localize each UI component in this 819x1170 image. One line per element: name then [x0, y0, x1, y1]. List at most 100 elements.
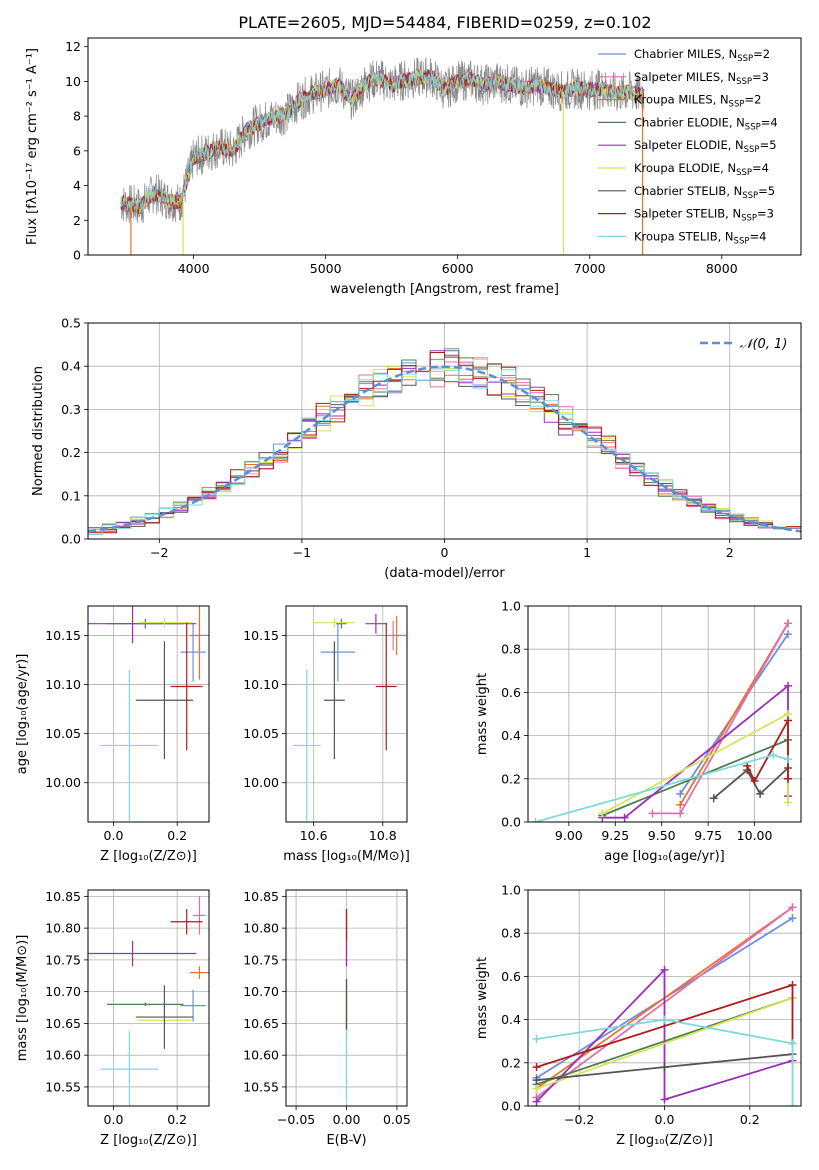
weight-marker [660, 1015, 669, 1024]
x-tick-label: 10.8 [369, 828, 397, 843]
y-tick-label: 10.60 [45, 1048, 81, 1063]
y-axis-label: age [log₁₀(age/yr)] [15, 654, 30, 775]
y-tick-label: 0.4 [61, 359, 81, 374]
weight-marker [788, 1102, 797, 1106]
errorbar-point [137, 617, 192, 628]
weight-marker [676, 789, 685, 798]
axes-frame [87, 37, 802, 256]
weight-marker [784, 619, 792, 628]
weight-line [536, 997, 793, 1090]
weight-marker [660, 1063, 669, 1072]
weight-marker [532, 1063, 541, 1072]
y-tick-label: 10.85 [45, 889, 81, 904]
x-tick-label: 5000 [310, 261, 342, 276]
legend-label: Kroupa ELODIE, NSSP=4 [634, 161, 769, 178]
y-axis-label: mass weight [475, 673, 490, 755]
y-tick-label: 10.65 [45, 1016, 81, 1031]
weight-marker [532, 1097, 541, 1106]
plot-area [88, 896, 209, 1106]
weight-marker [648, 809, 657, 818]
y-tick-label: 6 [73, 143, 81, 158]
y-tick-label: 10.75 [45, 952, 81, 967]
legend-label: Chabrier STELIB, NSSP=5 [634, 184, 775, 201]
legend: 𝒩(0, 1) [700, 337, 787, 352]
weight-marker [788, 981, 797, 990]
x-axis-label: mass [log₁₀(M/M⊙)] [283, 849, 410, 864]
y-tick-label: 8 [73, 109, 81, 124]
x-tick-label: 0.0 [104, 828, 124, 843]
x-tick-label: −0.2 [564, 1112, 594, 1127]
errorbar-point [88, 606, 197, 644]
x-tick-label: 0.2 [167, 828, 187, 843]
y-tick-label: 10.55 [243, 1079, 279, 1094]
x-tick-label: 8000 [706, 261, 738, 276]
legend-label: Salpeter MILES, NSSP=3 [634, 70, 769, 87]
y-tick-label: 0.2 [501, 1055, 521, 1070]
y-tick-label: 0.0 [501, 1099, 521, 1114]
weight-marker [709, 794, 718, 803]
y-tick-label: 0.6 [501, 969, 521, 984]
figure-title: PLATE=2605, MJD=54484, FIBERID=0259, z=0… [238, 13, 651, 32]
x-tick-label: 0.2 [167, 1112, 187, 1127]
y-tick-label: 10.80 [243, 921, 279, 936]
age-vs-metallicity-panel: 0.0 0.2 10.00 10.05 10.10 10.15 Z [log₁₀(Z/Z⊙)… [15, 605, 210, 864]
x-tick-label: 9.25 [601, 828, 629, 843]
x-tick-label: 9.75 [694, 828, 722, 843]
axes-frame [527, 605, 802, 823]
weight-marker [750, 776, 759, 785]
plot-area [531, 619, 792, 822]
x-axis-label: (data-model)/error [384, 566, 505, 581]
legend-label: Salpeter ELODIE, NSSP=5 [634, 138, 777, 155]
y-tick-label: 0.0 [501, 815, 521, 830]
errorbar-point [336, 618, 347, 629]
errorbar-point [170, 622, 203, 751]
weight-line [746, 720, 789, 783]
y-tick-label: 10.05 [243, 726, 279, 741]
y-tick-label: 0.4 [501, 1012, 521, 1027]
y-tick-label: 0.6 [501, 685, 521, 700]
y-axis-label: mass weight [475, 957, 490, 1039]
x-tick-label: −2 [150, 545, 168, 560]
weight-marker [784, 755, 792, 764]
y-tick-label: 10.85 [243, 889, 279, 904]
x-tick-label: 1 [583, 545, 591, 560]
y-axis-label: mass [log₁₀(M/M⊙)] [15, 935, 30, 1062]
y-tick-label: 1.0 [501, 599, 521, 614]
legend-label: Chabrier MILES, NSSP=2 [634, 47, 770, 64]
x-tick-label: 0.0 [655, 1112, 675, 1127]
mass-vs-metallicity-panel: 0.0 0.2 10.55 10.60 10.65 10.70 10.75 10.80 10.8… [15, 889, 210, 1148]
errorbar-point [324, 641, 345, 760]
axes-frame [285, 605, 408, 823]
mass-vs-extinction-panel: −0.05 0.00 0.05 10.55 10.60 10.65 10.70 10.75 10… [243, 889, 411, 1148]
weight-marker [531, 818, 540, 822]
weight-marker [532, 1084, 541, 1093]
weight-marker [788, 914, 797, 923]
x-axis-label: age [log₁₀(age/yr)] [604, 849, 725, 864]
y-tick-label: 4 [73, 178, 81, 193]
errorbar-point [107, 1002, 184, 1007]
weight-marker [756, 789, 765, 798]
y-tick-label: 12 [65, 39, 81, 54]
y-tick-label: 10.10 [45, 677, 81, 692]
errorbar-point [100, 1031, 159, 1106]
x-tick-label: 0 [441, 545, 449, 560]
errorbar-point [193, 896, 206, 935]
y-tick-label: 0.0 [61, 532, 81, 547]
y-tick-label: 10.05 [45, 726, 81, 741]
y-tick-label: 0.8 [501, 642, 521, 657]
errorbar-point [320, 622, 356, 682]
x-axis-label: Z [log₁₀(Z/Z⊙)] [616, 1133, 713, 1148]
weight-line [601, 712, 789, 815]
weight-marker [532, 1076, 541, 1085]
x-tick-label: −0.05 [277, 1112, 315, 1127]
residual-histogram [88, 363, 801, 533]
y-tick-label: 0.3 [61, 402, 81, 417]
errorbar-point [189, 606, 209, 680]
model-spectrum [120, 70, 645, 211]
plot-area [120, 57, 645, 255]
normal-curve [88, 365, 801, 533]
x-tick-label: 0.00 [333, 1112, 361, 1127]
weight-marker [598, 809, 607, 818]
y-tick-label: 10.65 [243, 1016, 279, 1031]
